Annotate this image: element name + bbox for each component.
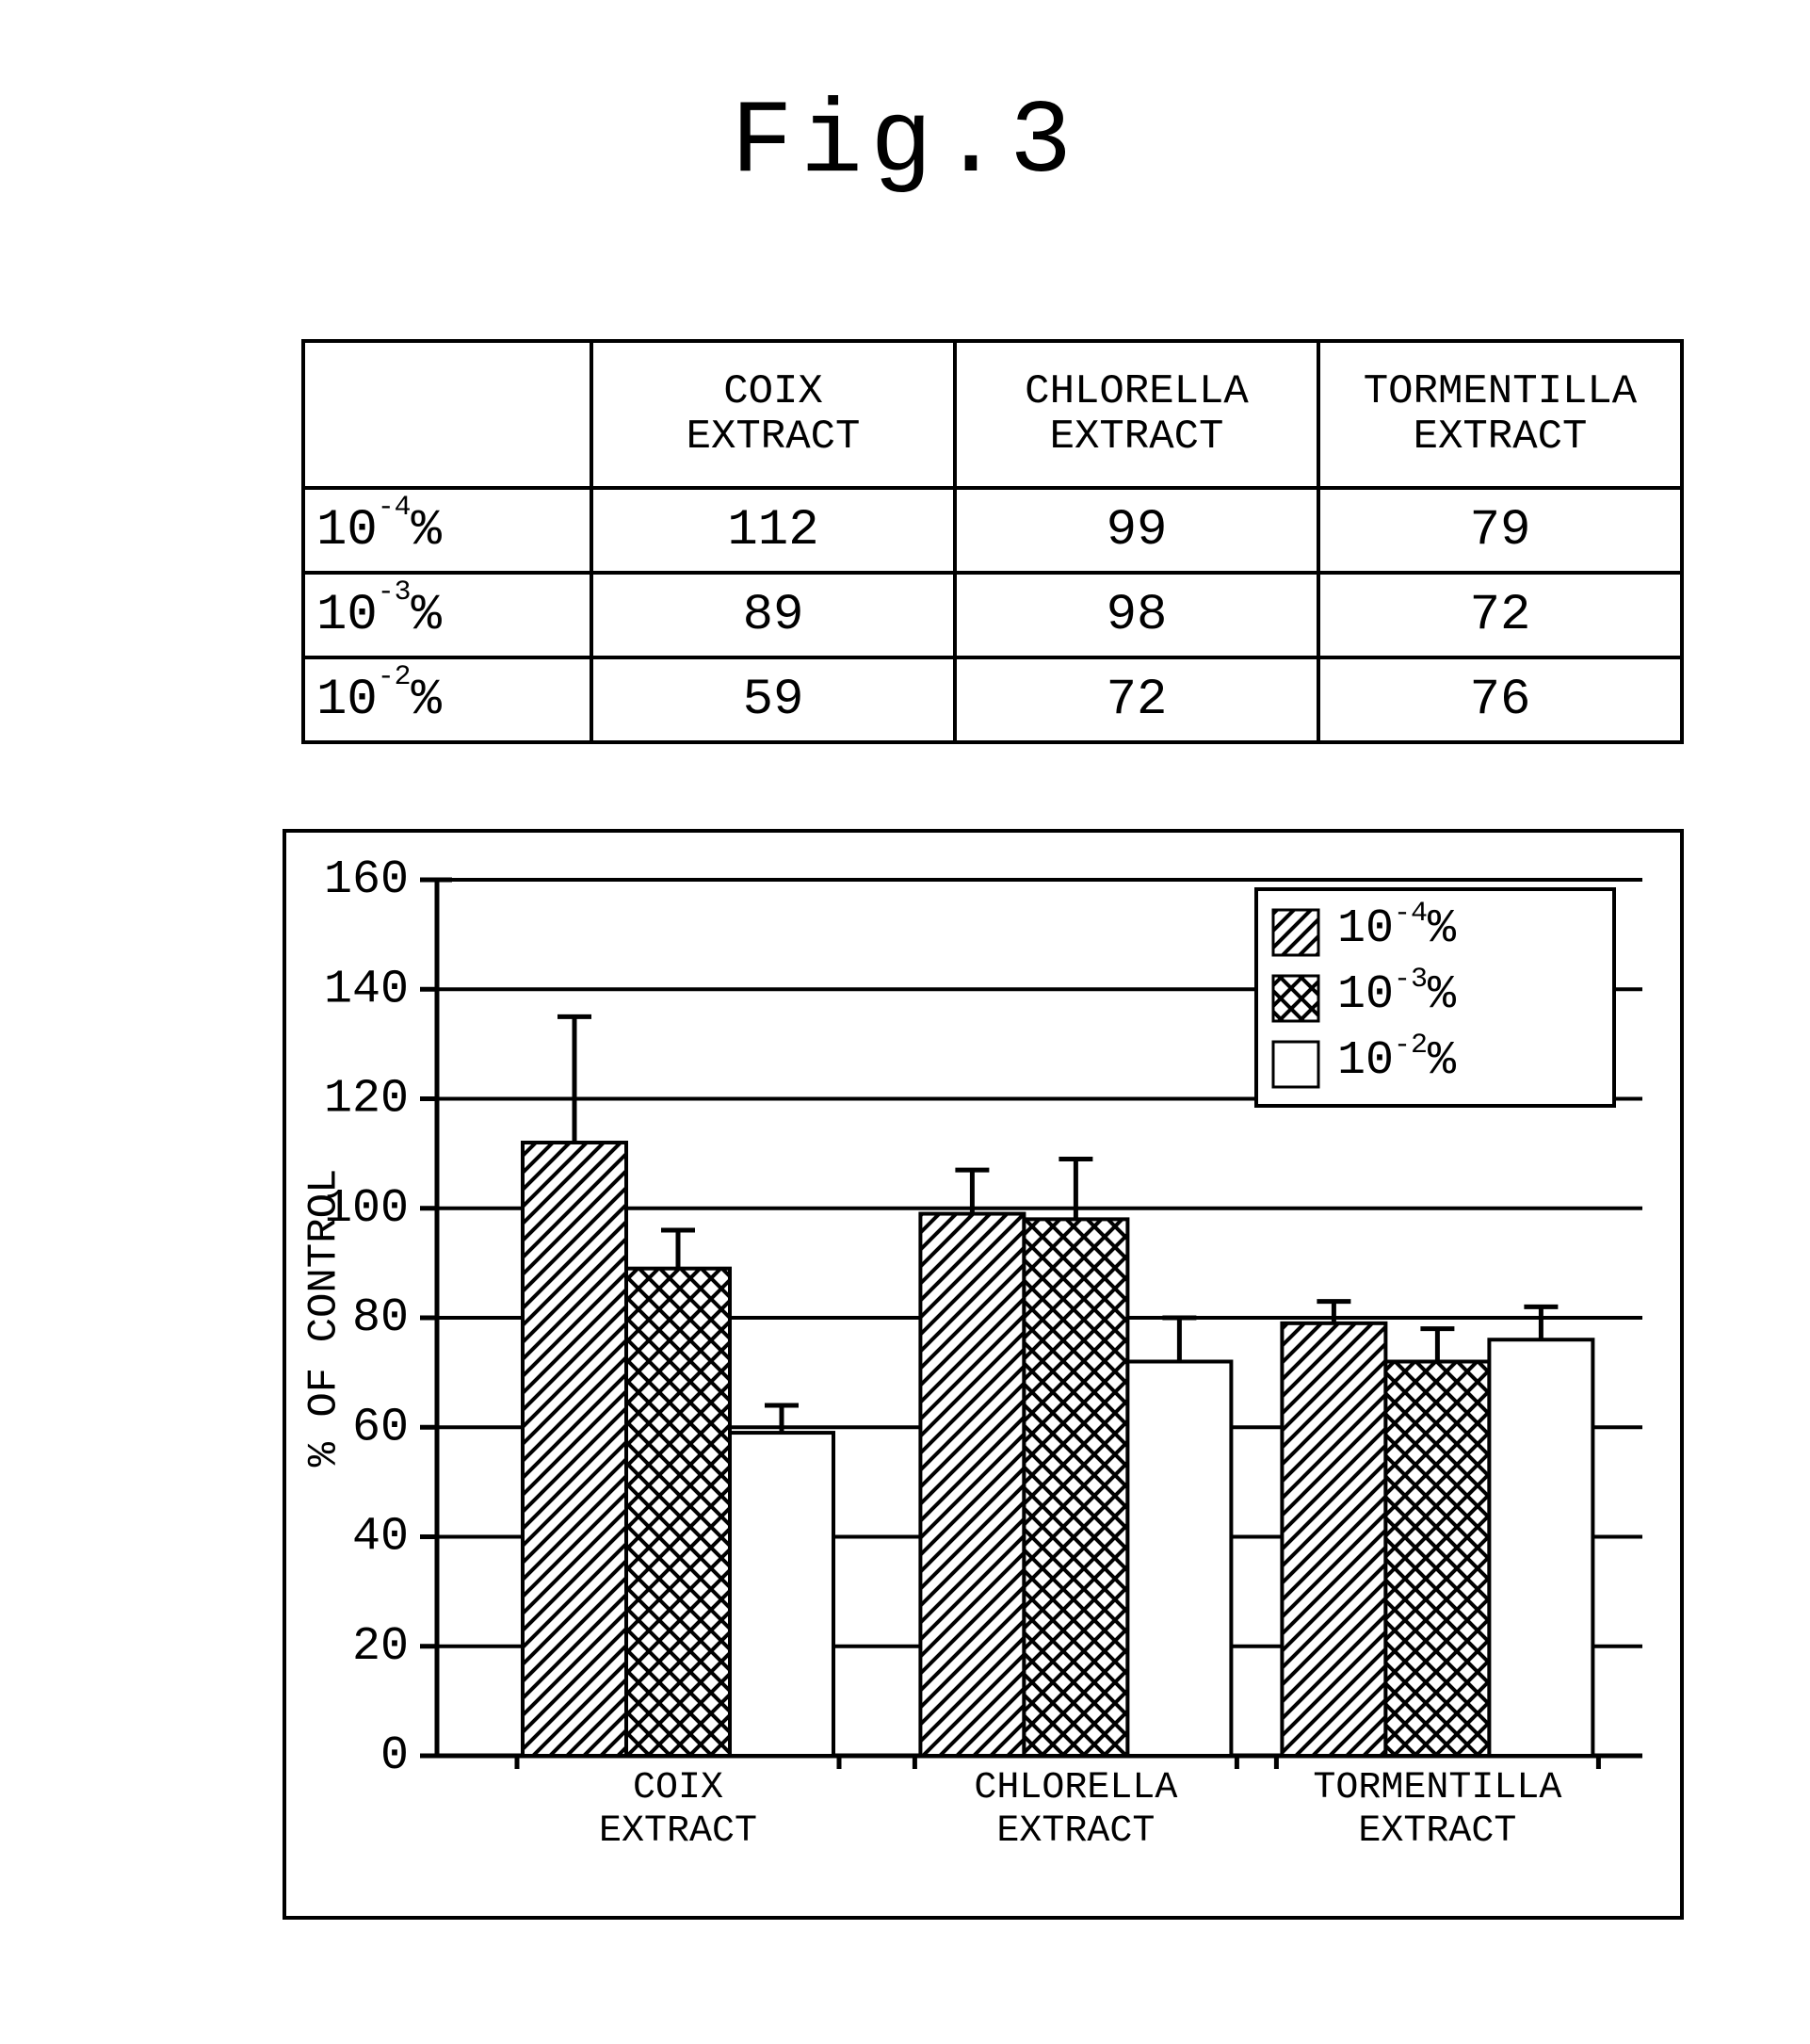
x-category-label: COIX <box>633 1767 723 1809</box>
table-col-2: CHLORELLAEXTRACT <box>955 341 1318 488</box>
y-tick-label: 60 <box>352 1401 409 1454</box>
table-cell: 89 <box>591 573 955 657</box>
x-category-label: CHLORELLA <box>974 1767 1177 1809</box>
y-tick-label: 40 <box>352 1511 409 1565</box>
x-category-label: TORMENTILLA <box>1313 1767 1561 1809</box>
y-axis-label: % OF CONTROL <box>301 1169 348 1468</box>
table-rowlabel-2: 10-2% <box>303 657 591 742</box>
table-rowlabel-1: 10-3% <box>303 573 591 657</box>
legend-swatch <box>1273 976 1318 1021</box>
x-category-label: EXTRACT <box>996 1810 1155 1853</box>
table-cell: 112 <box>591 488 955 573</box>
table-col-3: TORMENTILLAEXTRACT <box>1318 341 1682 488</box>
table-cell: 59 <box>591 657 955 742</box>
table-cell: 76 <box>1318 657 1682 742</box>
table-cell: 72 <box>1318 573 1682 657</box>
table-row: 10-2% 59 72 76 <box>303 657 1682 742</box>
legend-swatch <box>1273 1042 1318 1087</box>
data-table: COIXEXTRACT CHLORELLAEXTRACT TORMENTILLA… <box>301 339 1684 744</box>
bar <box>1282 1323 1385 1756</box>
x-category-label: EXTRACT <box>599 1810 757 1853</box>
y-tick-label: 20 <box>352 1620 409 1674</box>
bar <box>626 1269 730 1756</box>
table-cell: 98 <box>955 573 1318 657</box>
y-tick-label: 160 <box>324 853 409 907</box>
table-cell: 72 <box>955 657 1318 742</box>
bar <box>730 1433 833 1756</box>
table-cell: 79 <box>1318 488 1682 573</box>
bar <box>1385 1362 1489 1757</box>
bar <box>920 1214 1024 1756</box>
bar-chart-svg: 020406080100120140160% OF CONTROLCOIXEXT… <box>286 833 1680 1916</box>
bar <box>1489 1339 1592 1756</box>
table-row: 10-4% 112 99 79 <box>303 488 1682 573</box>
legend-swatch <box>1273 910 1318 955</box>
y-tick-label: 80 <box>352 1291 409 1345</box>
table-col-1: COIXEXTRACT <box>591 341 955 488</box>
x-category-label: EXTRACT <box>1358 1810 1516 1853</box>
y-tick-label: 140 <box>324 963 409 1016</box>
table-cell: 99 <box>955 488 1318 573</box>
bar <box>1024 1219 1127 1756</box>
table-row: 10-3% 89 98 72 <box>303 573 1682 657</box>
y-tick-label: 120 <box>324 1073 409 1127</box>
table-rowlabel-0: 10-4% <box>303 488 591 573</box>
bar <box>523 1143 626 1756</box>
table-header-row: COIXEXTRACT CHLORELLAEXTRACT TORMENTILLA… <box>303 341 1682 488</box>
y-tick-label: 0 <box>380 1729 409 1783</box>
figure-title: Fig.3 <box>0 85 1810 203</box>
bar <box>1127 1362 1231 1757</box>
table-col-0 <box>303 341 591 488</box>
bar-chart: 020406080100120140160% OF CONTROLCOIXEXT… <box>283 829 1684 1920</box>
